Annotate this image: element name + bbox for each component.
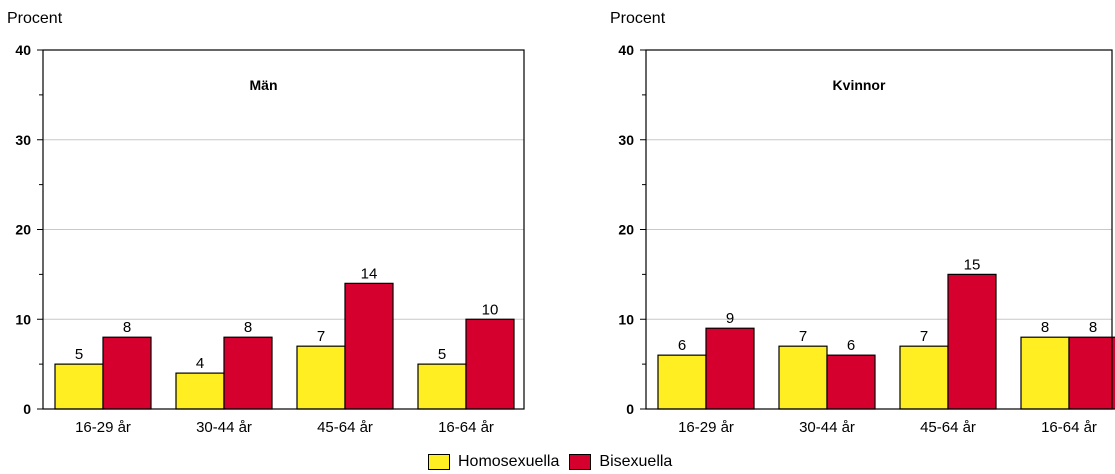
chart-title: Kvinnor <box>833 77 886 93</box>
data-label: 15 <box>964 256 981 273</box>
bar-bisexuella <box>465 318 515 410</box>
y-tick-label: 10 <box>15 311 31 327</box>
y-tick-label: 0 <box>626 401 634 417</box>
bar-homosexuella <box>899 345 949 410</box>
y-tick-label: 0 <box>23 401 31 417</box>
y-tick-label: 20 <box>618 222 634 238</box>
x-tick-label: 45-64 år <box>920 419 976 436</box>
bar-bisexuella <box>1068 336 1115 410</box>
y-axis-label: Procent <box>7 10 63 27</box>
x-tick-label: 16-29 år <box>75 419 131 436</box>
bar-homosexuella <box>417 363 467 410</box>
data-label: 7 <box>317 328 325 345</box>
bar-bisexuella <box>102 336 152 410</box>
bar-bisexuella <box>223 336 273 410</box>
data-label: 8 <box>1041 319 1049 336</box>
bar-homosexuella <box>1020 336 1070 410</box>
plot-frame <box>645 49 1113 410</box>
bar-bisexuella <box>826 354 876 410</box>
data-label: 8 <box>1089 319 1097 336</box>
data-label: 6 <box>678 337 686 354</box>
x-tick-label: 16-29 år <box>678 419 734 436</box>
bar-bisexuella <box>705 327 755 410</box>
legend: Homosexuella Bisexuella <box>428 452 682 472</box>
x-tick-label: 16-64 år <box>1041 419 1097 436</box>
data-label: 10 <box>482 301 499 318</box>
bar-homosexuella <box>54 363 104 410</box>
x-tick-label: 16-64 år <box>438 419 494 436</box>
x-tick-label: 30-44 år <box>196 419 252 436</box>
data-label: 4 <box>196 355 204 372</box>
legend-swatch-bisexuella <box>569 454 592 470</box>
data-label: 9 <box>726 310 734 327</box>
y-tick-label: 40 <box>15 42 31 58</box>
y-tick-label: 40 <box>618 42 634 58</box>
chart-title: Män <box>250 77 278 93</box>
y-tick-label: 30 <box>15 132 31 148</box>
x-tick-label: 30-44 år <box>799 419 855 436</box>
legend-item-homosexuella: Homosexuella <box>428 453 559 471</box>
data-label: 5 <box>75 346 83 363</box>
data-label: 6 <box>847 337 855 354</box>
y-tick-label: 20 <box>15 222 31 238</box>
chart-panel-men: 0 10 20 30 40 Procent Män 5 8 16-29 år 4 8 30-44 år 7… <box>7 10 525 436</box>
data-label: 14 <box>361 265 378 282</box>
data-label: 7 <box>799 328 807 345</box>
y-tick-label: 30 <box>618 132 634 148</box>
bar-homosexuella <box>296 345 346 410</box>
data-label: 7 <box>920 328 928 345</box>
data-label: 8 <box>123 319 131 336</box>
bar-homosexuella <box>657 354 707 410</box>
legend-label-bisexuella: Bisexuella <box>599 453 673 470</box>
y-tick-label: 10 <box>618 311 634 327</box>
plot-frame <box>42 49 525 410</box>
bar-homosexuella <box>778 345 828 410</box>
data-label: 8 <box>244 319 252 336</box>
data-label: 5 <box>438 346 446 363</box>
bar-homosexuella <box>175 372 225 410</box>
x-tick-label: 45-64 år <box>317 419 373 436</box>
legend-label-homosexuella: Homosexuella <box>458 453 560 470</box>
bar-bisexuella <box>947 273 997 410</box>
y-axis-label: Procent <box>610 10 666 27</box>
bar-bisexuella <box>344 282 394 410</box>
legend-item-bisexuella: Bisexuella <box>569 453 672 471</box>
chart-panel-women: 0 10 20 30 40 Procent Kvinnor 6 9 16-29 år 7 6 30-44… <box>610 10 1115 436</box>
legend-swatch-homosexuella <box>428 454 450 470</box>
